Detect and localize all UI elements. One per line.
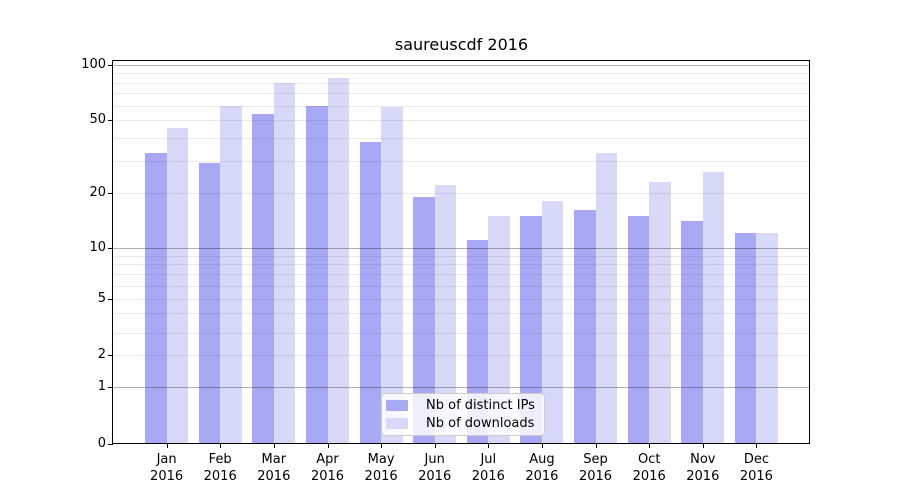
y-tick-label-5: 5 [97, 291, 106, 306]
gridline-major-1 [113, 387, 809, 389]
gridline-minor-50 [113, 120, 809, 121]
x-tick-label-apr: Apr 2016 [310, 452, 345, 484]
x-tick-jun [434, 444, 436, 448]
bar-distinct-ips-nov [681, 221, 703, 444]
gridline-minor-2 [113, 355, 809, 356]
y-tick-label-10: 10 [89, 239, 106, 255]
x-tick-apr [327, 444, 329, 448]
x-tick-label-jan: Jan 2016 [150, 452, 184, 484]
gridline-minor-20 [113, 192, 809, 194]
x-tick-label-nov: Nov 2016 [686, 452, 720, 484]
bar-distinct-ips-aug [520, 215, 542, 444]
x-tick-may [381, 444, 383, 448]
bar-distinct-ips-apr [306, 105, 328, 444]
legend-label-downloads: Nb of downloads [426, 415, 535, 431]
legend-item-distinct-ips: Nb of distinct IPs [386, 398, 538, 413]
gridline-minor-40 [113, 137, 809, 139]
x-tick-feb [220, 444, 222, 448]
legend-swatch-downloads [386, 417, 408, 429]
legend-swatch-distinct-ips [386, 400, 408, 412]
bar-distinct-ips-mar [252, 113, 274, 444]
bar-distinct-ips-jul [466, 240, 489, 444]
x-tick-label-dec: Dec 2016 [739, 452, 773, 484]
y-tick-0 [108, 443, 113, 445]
bar-distinct-ips-jan [145, 153, 167, 444]
y-tick-label-20: 20 [89, 184, 106, 200]
y-tick-20 [108, 192, 113, 194]
gridline-minor-6 [113, 285, 809, 287]
bar-downloads-jul [488, 215, 510, 444]
bar-downloads-jan [166, 128, 189, 444]
gridline-minor-80 [113, 82, 809, 84]
gridline-major-100 [113, 65, 809, 66]
y-tick-label-0: 0 [97, 435, 106, 451]
bar-distinct-ips-jun [413, 196, 435, 444]
y-tick-10 [108, 247, 113, 249]
y-tick-label-50: 50 [89, 112, 106, 127]
x-tick-nov [702, 444, 704, 448]
gridline-minor-7 [113, 274, 809, 276]
x-tick-label-sep: Sep 2016 [578, 452, 613, 484]
x-tick-label-feb: Feb 2016 [203, 452, 237, 484]
y-tick-2 [108, 355, 113, 356]
y-tick-label-2: 2 [97, 347, 106, 362]
bar-downloads-mar [273, 82, 296, 444]
x-tick-label-jul: Jul 2016 [471, 452, 505, 484]
gridline-minor-8 [113, 264, 809, 266]
bar-distinct-ips-may [359, 141, 382, 444]
y-tick-label-1: 1 [97, 379, 106, 395]
x-tick-oct [649, 444, 651, 448]
x-tick-label-may: May 2016 [364, 452, 398, 484]
gridline-minor-60 [113, 105, 809, 107]
legend: Nb of distinct IPs Nb of downloads [381, 393, 545, 436]
bar-distinct-ips-sep [574, 210, 596, 444]
bar-distinct-ips-dec [734, 233, 757, 444]
y-tick-1 [108, 387, 113, 389]
x-tick-label-aug: Aug 2016 [525, 452, 559, 484]
bar-downloads-feb [220, 105, 242, 444]
gridline-major-10 [113, 247, 809, 249]
bar-downloads-apr [327, 77, 349, 444]
bar-downloads-nov [702, 171, 725, 444]
bar-downloads-jun [434, 185, 457, 444]
x-tick-label-oct: Oct 2016 [632, 452, 666, 484]
bar-downloads-dec [756, 233, 778, 444]
y-tick-100 [108, 65, 113, 66]
x-tick-mar [273, 444, 275, 448]
gridline-minor-3 [113, 333, 809, 335]
x-tick-label-jun: Jun 2016 [418, 452, 452, 484]
y-tick-label-100: 100 [81, 57, 106, 72]
y-tick-5 [108, 299, 113, 300]
plot-border [112, 60, 810, 444]
x-tick-sep [595, 444, 597, 448]
x-tick-jan [166, 444, 168, 448]
gridline-minor-9 [113, 255, 809, 257]
gridline-minor-90 [113, 73, 809, 75]
legend-label-distinct-ips: Nb of distinct IPs [426, 398, 535, 414]
bar-downloads-may [381, 106, 403, 444]
bar-distinct-ips-feb [198, 163, 221, 444]
x-tick-jul [488, 444, 490, 448]
gridline-minor-5 [113, 299, 809, 300]
bar-downloads-sep [595, 153, 617, 444]
x-tick-label-mar: Mar 2016 [257, 452, 291, 484]
y-tick-50 [108, 120, 113, 121]
bar-distinct-ips-oct [627, 215, 650, 444]
gridline-minor-4 [113, 313, 809, 315]
x-tick-aug [541, 444, 543, 448]
x-tick-dec [756, 444, 758, 448]
gridline-minor-70 [113, 93, 809, 95]
gridline-minor-30 [113, 160, 809, 162]
bar-downloads-oct [649, 181, 671, 444]
legend-item-downloads: Nb of downloads [386, 416, 538, 431]
chart-title: saureuscdf 2016 [394, 35, 529, 54]
bar-downloads-aug [541, 201, 564, 444]
